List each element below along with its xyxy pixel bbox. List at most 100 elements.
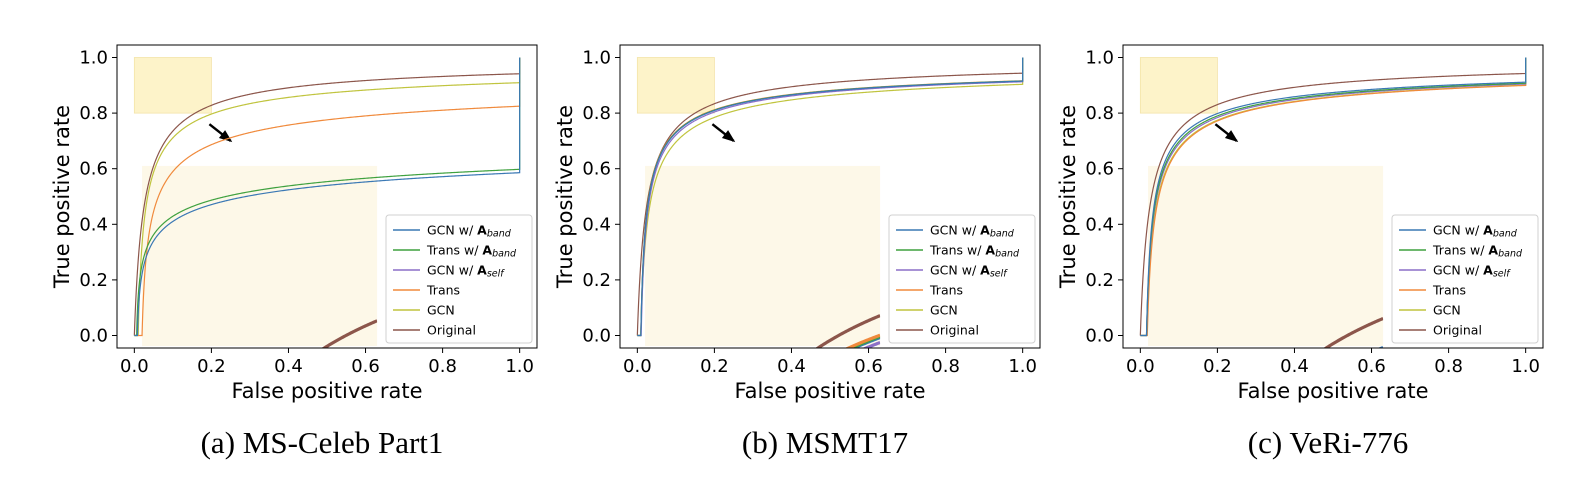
- legend-label-original: Original: [1433, 323, 1482, 338]
- legend-label-gcn-w-a-band: GCN w/ Aband: [1433, 223, 1518, 240]
- zoom-region-box: [1139, 57, 1218, 114]
- y-tick-label: 0.8: [79, 103, 108, 124]
- y-tick-label: 1.0: [1085, 48, 1114, 69]
- main-curves: [636, 57, 1024, 337]
- x-tick-label: 0.8: [428, 356, 457, 377]
- x-axis-label: False positive rate: [1237, 379, 1428, 403]
- y-tick-label: 0.6: [79, 159, 108, 180]
- series-line-gcn-w-a-self: [637, 57, 1024, 337]
- inset-line-gcn: [375, 347, 377, 348]
- legend-label-trans: Trans: [929, 283, 963, 298]
- main-curves: [1139, 57, 1527, 337]
- y-tick-label: 0.2: [582, 270, 611, 291]
- inset-background: [645, 165, 881, 346]
- y-tick-label: 0.0: [79, 325, 108, 346]
- legend-box: [385, 214, 533, 344]
- main-curves: [133, 57, 521, 337]
- series-line-original: [636, 57, 1024, 336]
- legend-box: [888, 214, 1036, 344]
- legend-label-gcn: GCN: [427, 303, 455, 318]
- plot-frame: [116, 44, 538, 349]
- legend-label-gcn-w-a-band: GCN w/ Aband: [427, 223, 512, 240]
- y-tick-label: 0.0: [1085, 325, 1114, 346]
- zoom-region-box: [636, 57, 715, 114]
- legend-label-gcn: GCN: [930, 303, 958, 318]
- legend-label-trans: Trans: [426, 283, 460, 298]
- inset-line-original: [815, 314, 881, 348]
- plot-frame: [1122, 44, 1544, 349]
- panel-caption: (a) MS-Celeb Part1: [201, 425, 444, 460]
- series-line-gcn-w-a-band: [1140, 57, 1527, 337]
- x-tick-label: 0.6: [351, 356, 380, 377]
- inset-background: [1148, 165, 1384, 346]
- chart-panel-3: 0.0 0.2 0.4 0.6 0.8 1.0 0.0 0.2 0.4 0.6 0.8 1.0 Fals…: [1056, 44, 1544, 460]
- legend-label-original: Original: [427, 323, 476, 338]
- legend-label-gcn-w-a-self: GCN w/ Aself: [930, 263, 1008, 280]
- legend-label-trans: Trans: [1432, 283, 1466, 298]
- legend-label-original: Original: [930, 323, 979, 338]
- y-axis-label: True positive rate: [1056, 105, 1080, 289]
- zoom-arrow-head: [1224, 130, 1239, 143]
- legend-label-gcn: GCN: [1433, 303, 1461, 318]
- panel-caption: (c) VeRi-776: [1248, 425, 1408, 460]
- x-tick-label: 0.4: [274, 356, 303, 377]
- legend-label-gcn-w-a-self: GCN w/ Aself: [1433, 263, 1511, 280]
- x-tick-label: 1.0: [1008, 356, 1037, 377]
- x-tick-label: 0.8: [931, 356, 960, 377]
- legend-box: [1391, 214, 1539, 344]
- x-tick-label: 0.2: [700, 356, 729, 377]
- inset-line-gcn: [656, 360, 880, 364]
- y-tick-label: 0.4: [582, 214, 611, 235]
- chart-panel-2: 0.0 0.2 0.4 0.6 0.8 1.0 0.0 0.2 0.4 0.6 0.8 1.0 Fals…: [553, 44, 1041, 460]
- x-tick-label: 0.0: [623, 356, 652, 377]
- x-tick-label: 0.2: [1203, 356, 1232, 377]
- series-line-original: [1139, 57, 1527, 336]
- series-line-gcn-w-a-band: [637, 57, 1024, 337]
- zoom-arrow-head: [721, 130, 736, 143]
- y-axis-label: True positive rate: [553, 105, 577, 289]
- plot-frame: [619, 44, 1041, 349]
- y-tick-label: 1.0: [79, 48, 108, 69]
- x-axis-label: False positive rate: [231, 379, 422, 403]
- x-tick-label: 0.6: [854, 356, 883, 377]
- zoom-region-box: [133, 57, 212, 114]
- inset-background: [142, 165, 378, 346]
- x-tick-label: 0.4: [777, 356, 806, 377]
- y-tick-label: 0.8: [582, 103, 611, 124]
- x-tick-label: 0.4: [1280, 356, 1309, 377]
- legend-label-gcn-w-a-band: GCN w/ Aband: [930, 223, 1015, 240]
- x-axis-label: False positive rate: [734, 379, 925, 403]
- inset-line-gcn-w-a-self: [1167, 360, 1383, 364]
- y-tick-label: 0.2: [79, 270, 108, 291]
- y-tick-label: 0.0: [582, 325, 611, 346]
- chart-panel-1: 0.0 0.2 0.4 0.6 0.8 1.0 0.0 0.2 0.4 0.6 0.8 1.0 Fals…: [50, 44, 538, 460]
- series-line-gcn: [134, 57, 521, 337]
- inset-line-gcn-w-a-band: [1377, 346, 1384, 348]
- x-tick-label: 1.0: [505, 356, 534, 377]
- y-tick-label: 0.6: [582, 159, 611, 180]
- y-tick-label: 0.4: [1085, 214, 1114, 235]
- series-line-trans: [1140, 57, 1527, 337]
- series-line-original: [133, 57, 521, 336]
- inset-line-trans-w-a-band: [1167, 355, 1383, 364]
- legend-label-trans-w-a-band: Trans w/ Aband: [929, 243, 1020, 260]
- x-tick-label: 0.0: [1126, 356, 1155, 377]
- legend-label-gcn-w-a-self: GCN w/ Aself: [427, 263, 505, 280]
- zoom-arrow-head: [218, 130, 233, 143]
- y-tick-label: 0.4: [79, 214, 108, 235]
- y-axis-label: True positive rate: [50, 105, 74, 289]
- y-tick-label: 1.0: [582, 48, 611, 69]
- x-tick-label: 0.6: [1357, 356, 1386, 377]
- y-tick-label: 0.2: [1085, 270, 1114, 291]
- inset-curves: [656, 314, 881, 364]
- series-line-gcn-w-a-band: [134, 57, 521, 337]
- series-line-trans-w-a-band: [134, 57, 521, 337]
- x-tick-label: 1.0: [1511, 356, 1540, 377]
- y-tick-label: 0.8: [1085, 103, 1114, 124]
- y-tick-label: 0.6: [1085, 159, 1114, 180]
- legend-label-trans-w-a-band: Trans w/ Aband: [426, 243, 517, 260]
- x-tick-label: 0.2: [197, 356, 226, 377]
- x-tick-label: 0.8: [1434, 356, 1463, 377]
- x-tick-label: 0.0: [120, 356, 149, 377]
